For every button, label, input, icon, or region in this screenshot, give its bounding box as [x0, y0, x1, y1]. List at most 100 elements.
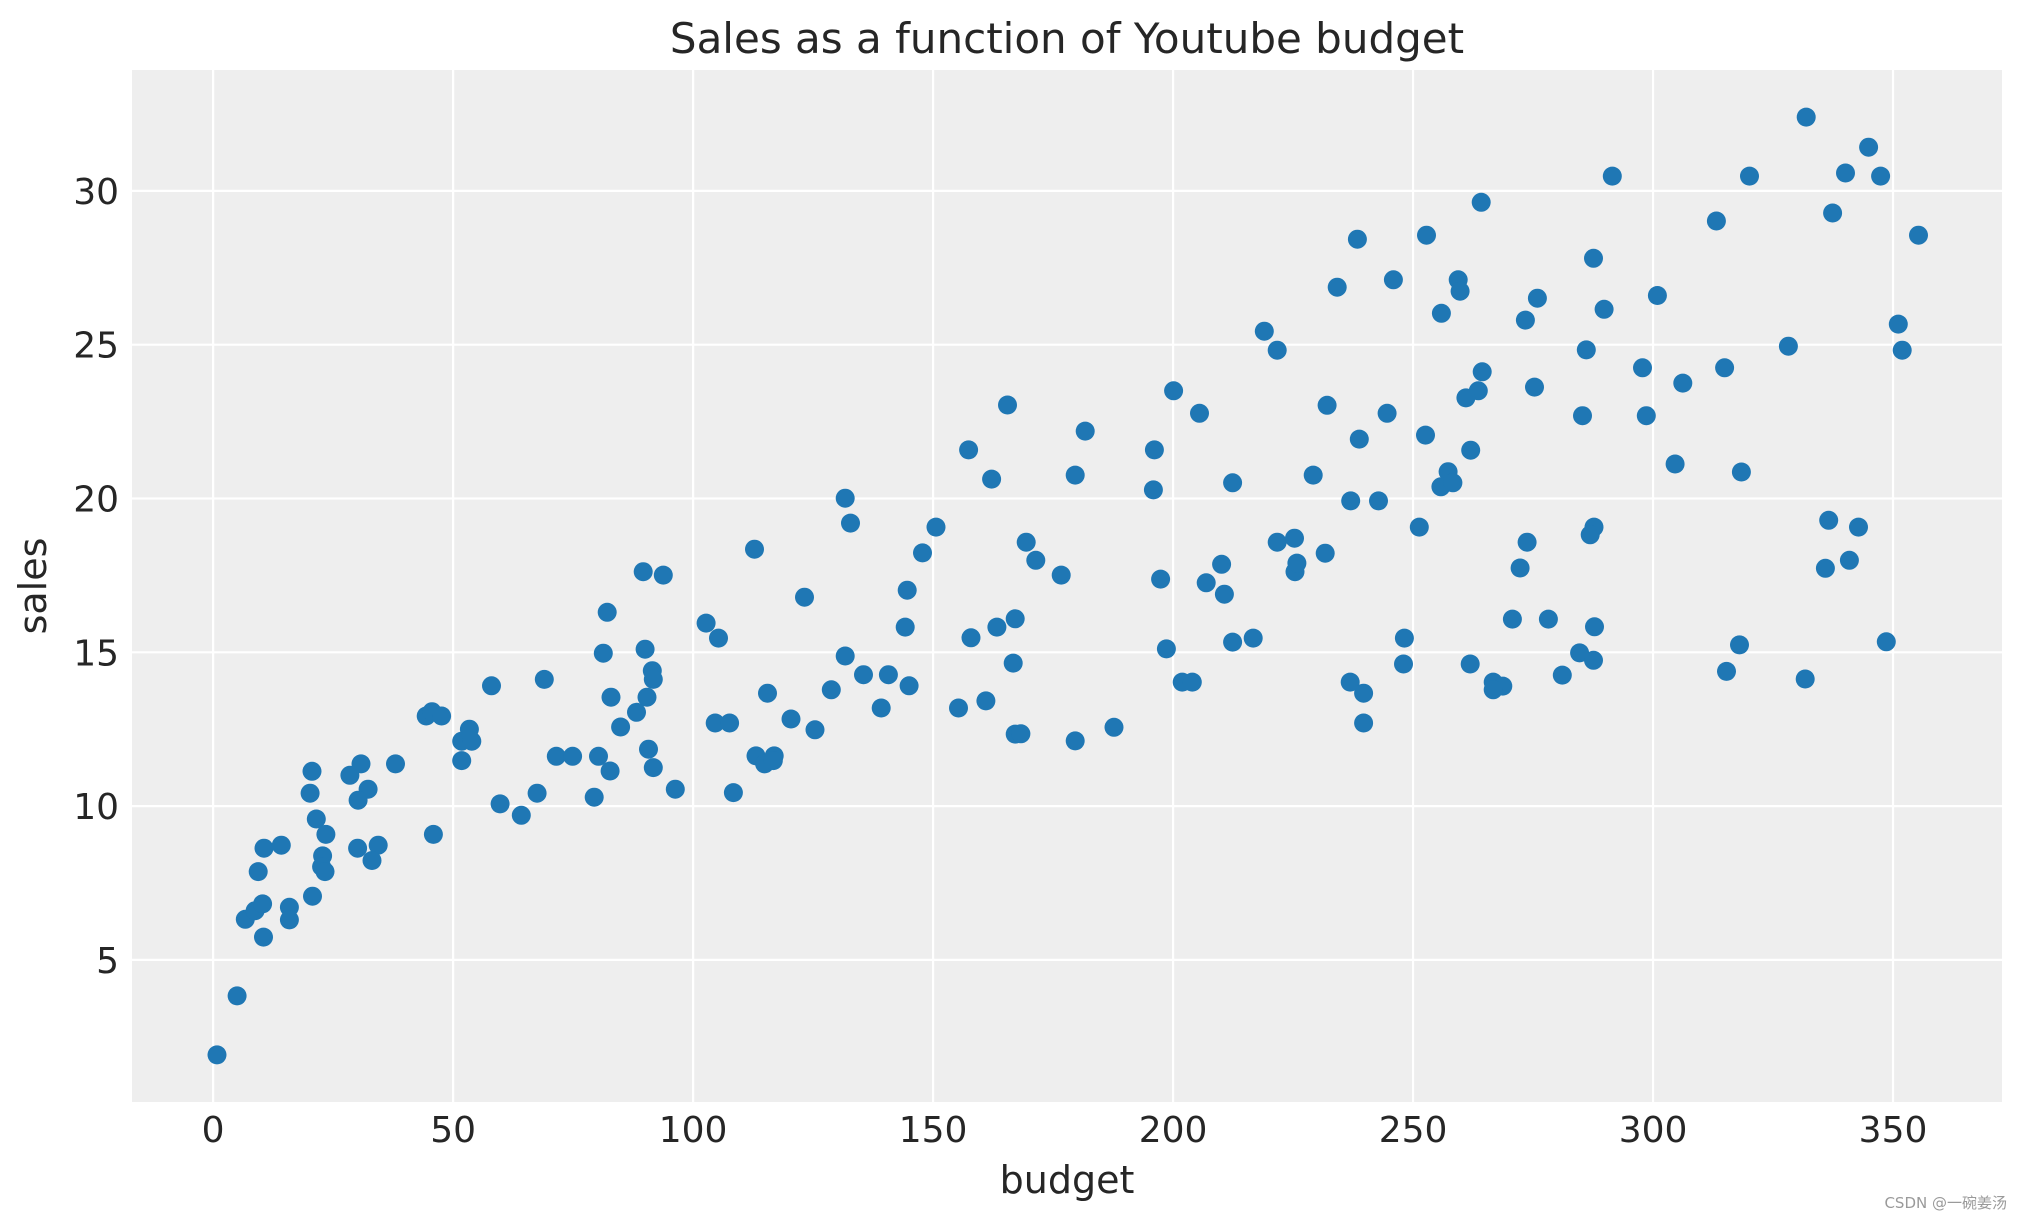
data-point [1525, 377, 1544, 397]
y-tick-label: 30 [73, 172, 119, 213]
data-point [452, 751, 472, 771]
data-point [1354, 713, 1374, 733]
y-axis-label: sales [11, 538, 55, 635]
data-point [1823, 203, 1843, 223]
data-point [1016, 532, 1036, 552]
data-point [1576, 340, 1596, 360]
data-point [1317, 395, 1337, 415]
data-point [1647, 286, 1667, 305]
data-point [821, 680, 841, 700]
data-point [1026, 550, 1046, 570]
watermark: CSDN @一碗姜汤 [1884, 1194, 2007, 1212]
data-point [1212, 554, 1232, 574]
data-point [227, 986, 247, 1006]
data-point [1383, 270, 1403, 290]
data-point [987, 617, 1007, 637]
data-point [1417, 225, 1436, 245]
data-point [1416, 425, 1435, 445]
data-point [696, 613, 716, 633]
data-point [1254, 321, 1274, 341]
data-point [854, 665, 873, 685]
data-point [534, 669, 554, 689]
data-point [589, 746, 608, 766]
data-point [1573, 406, 1592, 426]
data-point [1144, 440, 1164, 460]
x-tick-label: 200 [1139, 1110, 1208, 1151]
data-point [871, 698, 891, 718]
data-point [254, 838, 274, 858]
data-point [1472, 362, 1492, 382]
data-point [1347, 229, 1367, 249]
data-point [1892, 340, 1912, 360]
data-point [1005, 609, 1025, 629]
data-point [316, 824, 336, 844]
y-axis-ticks: 5 10 15 20 25 30 [73, 172, 119, 982]
data-point [805, 720, 825, 740]
data-point [949, 698, 968, 718]
data-point [1673, 373, 1693, 393]
data-point [709, 628, 728, 648]
data-point [781, 709, 801, 729]
data-point [1267, 532, 1287, 552]
data-point [841, 513, 860, 533]
data-point [386, 754, 405, 774]
data-point [600, 761, 620, 781]
x-axis-label: budget [1000, 1158, 1135, 1202]
data-point [1243, 628, 1263, 648]
data-point [1633, 358, 1652, 378]
data-point [348, 838, 368, 858]
data-point [1340, 672, 1360, 692]
data-point [723, 783, 743, 803]
data-point [1839, 550, 1859, 570]
data-point [1778, 336, 1798, 356]
data-point [1538, 609, 1558, 629]
data-point [1570, 643, 1590, 663]
data-point [1182, 672, 1202, 692]
data-point [758, 683, 777, 703]
chart-title: Sales as a function of Youtube budget [670, 14, 1464, 63]
data-point [705, 713, 725, 733]
data-point [1456, 388, 1476, 408]
data-point [637, 687, 657, 707]
data-point [643, 758, 663, 778]
data-point [1730, 635, 1749, 655]
data-point [527, 783, 547, 803]
y-tick-label: 10 [73, 787, 119, 828]
data-point [1287, 553, 1307, 573]
data-point [639, 739, 658, 759]
data-point [1594, 299, 1614, 319]
y-tick-label: 25 [73, 326, 119, 367]
data-point [1267, 340, 1287, 360]
data-point [1584, 248, 1603, 268]
data-points [207, 107, 1928, 1065]
data-point [315, 862, 335, 882]
data-point [835, 488, 855, 508]
data-point [665, 779, 685, 799]
data-point [1190, 403, 1209, 423]
data-point [1450, 281, 1470, 301]
data-point [1584, 650, 1603, 670]
y-tick-label: 20 [73, 479, 119, 520]
x-tick-label: 0 [202, 1110, 225, 1151]
data-point [584, 787, 604, 807]
data-point [1075, 421, 1095, 441]
data-point [1460, 654, 1480, 674]
data-point [1369, 491, 1388, 511]
data-point [1815, 558, 1835, 578]
data-point [1065, 731, 1085, 751]
data-point [1156, 639, 1176, 659]
data-point [482, 676, 501, 696]
data-point [1552, 665, 1572, 685]
data-point [1051, 565, 1071, 585]
data-point [1151, 569, 1171, 589]
data-point [248, 862, 268, 882]
gridlines [132, 70, 2002, 1102]
data-point [895, 617, 915, 637]
data-point [1143, 480, 1163, 500]
data-point [423, 824, 443, 844]
data-point [1859, 137, 1879, 157]
data-point [1819, 510, 1839, 530]
data-point [653, 565, 673, 585]
data-point [899, 676, 919, 696]
data-point [362, 851, 382, 870]
